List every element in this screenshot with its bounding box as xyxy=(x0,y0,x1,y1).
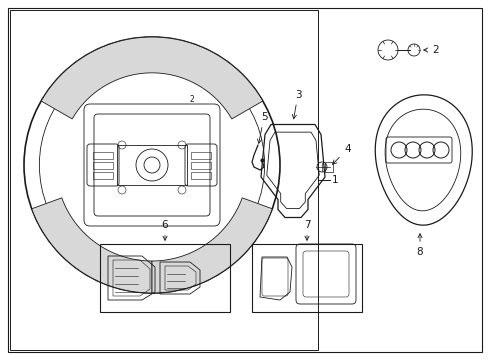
Bar xyxy=(117,145,187,185)
Text: 1: 1 xyxy=(332,175,339,185)
Bar xyxy=(100,244,230,312)
Bar xyxy=(252,244,362,312)
Text: 3: 3 xyxy=(293,90,301,119)
Text: 5: 5 xyxy=(258,112,268,143)
Text: 2: 2 xyxy=(190,95,195,104)
Bar xyxy=(191,162,211,169)
Text: 4: 4 xyxy=(333,144,351,164)
Bar xyxy=(10,10,318,350)
Text: 8: 8 xyxy=(416,234,423,257)
Polygon shape xyxy=(152,198,272,293)
Bar xyxy=(191,172,211,179)
Polygon shape xyxy=(32,198,152,293)
Bar xyxy=(191,152,211,159)
Text: 6: 6 xyxy=(162,220,168,240)
Bar xyxy=(93,162,113,169)
Text: 7: 7 xyxy=(304,220,310,240)
Bar xyxy=(93,152,113,159)
Polygon shape xyxy=(41,37,263,119)
Bar xyxy=(93,172,113,179)
Text: 2: 2 xyxy=(424,45,439,55)
